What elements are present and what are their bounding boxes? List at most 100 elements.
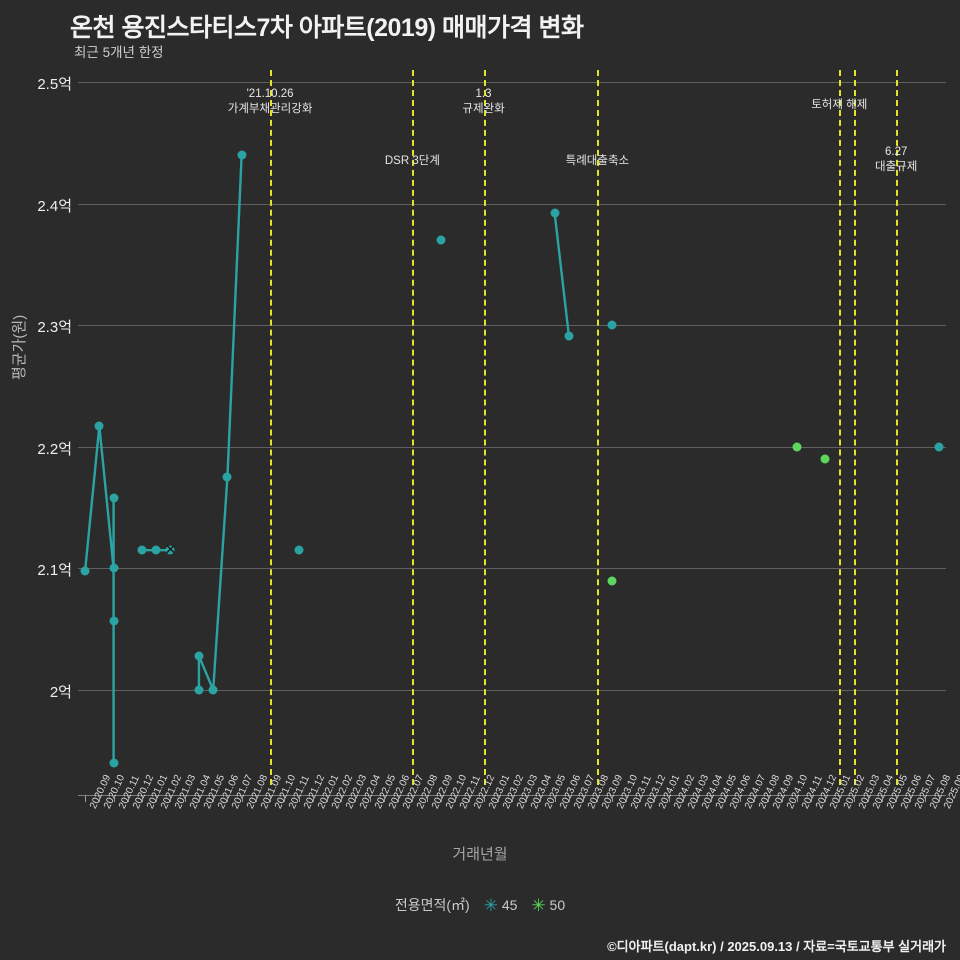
gridline [78,446,946,448]
x-tick [198,795,200,802]
data-point[interactable] [607,320,617,330]
legend-label: 50 [545,897,566,913]
x-axis-title: 거래년월 [452,846,508,863]
data-point[interactable] [137,545,147,555]
annotation-date: '21.10.26 [246,88,294,100]
data-point[interactable] [294,545,304,555]
data-point[interactable] [564,331,574,341]
event-line [412,70,415,785]
x-tick [440,795,442,802]
event-line [270,70,273,785]
event-line [483,70,486,785]
data-point[interactable] [436,235,446,245]
x-tick [469,795,471,802]
event-line [853,70,856,785]
page-subtitle: 최근 5개년 한정 [74,45,164,60]
x-tick [896,795,898,802]
data-point[interactable] [792,442,802,452]
data-point[interactable] [109,563,119,573]
x-tick [355,795,357,802]
x-tick [156,795,158,802]
annotation-date: 6.27 [884,146,908,158]
event-annotation: 1.3 규제완화 [462,88,504,116]
x-tick [611,795,613,802]
x-tick [625,795,627,802]
x-tick [540,795,542,802]
data-point[interactable] [80,566,90,576]
series-line [197,154,243,691]
x-tick [839,795,841,802]
highlight-x-marker: ✕ [164,541,177,559]
data-point[interactable] [165,545,175,555]
data-point[interactable] [222,472,232,482]
data-point[interactable] [550,208,560,218]
page-title: 온천 용진스타티스7차 아파트(2019) 매매가격 변화 [70,14,584,42]
x-tick [881,795,883,802]
gridline [78,82,946,83]
x-tick [924,795,926,802]
data-point[interactable] [820,454,830,464]
data-point[interactable] [208,685,218,695]
y-tick-label: 2.4억 [37,197,72,215]
x-tick [398,795,400,802]
x-tick [597,795,599,802]
x-tick [696,795,698,802]
data-point[interactable] [151,545,161,555]
event-annotation: DSR 3단계 [385,152,440,168]
data-point[interactable] [237,150,247,160]
x-tick [768,795,770,802]
x-tick [127,795,129,802]
series-line [83,426,115,763]
x-tick [682,795,684,802]
x-tick [298,795,300,802]
x-tick [711,795,713,802]
data-point[interactable] [109,758,119,768]
annotation-text: 규제완화 [462,103,505,115]
x-tick [341,795,343,802]
gridline [78,568,946,570]
legend-item[interactable]: ✳ 50 [531,896,566,915]
y-tick-label: 2.2억 [37,440,72,458]
data-point[interactable] [934,442,944,452]
data-point[interactable] [109,493,119,503]
x-tick [455,795,457,802]
x-tick [796,795,798,802]
x-tick [113,795,115,802]
data-point[interactable] [194,651,204,661]
event-annotation: 토허제 해제 [811,96,867,112]
annotation-date: 1.3 [475,88,492,100]
gridline [78,690,946,691]
event-annotation: '21.10.26 가계부채관리강화 [228,88,313,116]
data-point[interactable] [607,576,617,586]
x-tick [85,795,87,802]
data-point[interactable] [109,616,119,626]
footer-credit: ©디아파트(dapt.kr) / 2025.09.13 / 자료=국토교통부 실… [607,939,946,954]
x-tick [810,795,812,802]
y-tick-label: 2.3억 [37,319,72,337]
x-tick [782,795,784,802]
annotation-text: DSR 3단계 [384,155,440,167]
annotation-text: 대출규제 [875,161,918,173]
data-point[interactable] [194,685,204,695]
event-annotation: 6.27 대출규제 [875,146,917,174]
x-tick [270,795,272,802]
x-tick [312,795,314,802]
gridline [78,203,946,205]
x-tick [497,795,499,802]
x-tick [284,795,286,802]
x-tick [640,795,642,802]
y-axis-ticks: 2.5억 2.4억 2.3억 2.2억 2.1억 2억 [0,70,72,795]
x-tick [412,795,414,802]
x-tick [554,795,556,802]
x-tick [825,795,827,802]
gridline [78,325,946,327]
legend-item[interactable]: ✳ 45 [483,896,518,915]
event-line [896,70,899,785]
legend-marker-icon: ✳ [531,896,546,915]
x-tick [725,795,727,802]
data-point[interactable] [94,421,104,431]
legend-marker-icon: ✳ [483,896,498,915]
series-line [553,213,571,337]
x-tick [753,795,755,802]
